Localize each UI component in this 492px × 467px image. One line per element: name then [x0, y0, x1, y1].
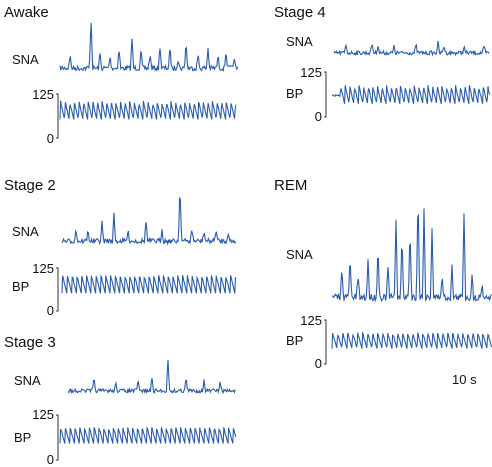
panel-title-awake: Awake	[4, 4, 49, 21]
sna-trace-stage3	[67, 359, 236, 395]
bp-label-stage3: BP	[14, 430, 32, 445]
bp-ytick-top-awake: 125	[32, 87, 54, 102]
bp-ytick-top-stage4: 125	[300, 65, 322, 80]
sna-trace-awake	[59, 22, 239, 73]
panel-title-stage2: Stage 2	[4, 177, 56, 194]
sna-label-awake: SNA	[12, 52, 39, 67]
bp-trace-stage3	[59, 426, 237, 444]
sna-label-rem: SNA	[286, 247, 313, 262]
bp-ytick-top-stage2: 125	[32, 261, 54, 276]
panel-title-stage4: Stage 4	[274, 4, 326, 21]
bp-axis-stage4	[324, 71, 327, 118]
bp-axis-awake	[56, 93, 59, 139]
panel-title-stage3: Stage 3	[4, 334, 56, 351]
sna-trace-stage4	[333, 40, 490, 57]
bp-label-rem: BP	[286, 333, 304, 348]
bp-ytick-bottom-rem: 0	[314, 356, 322, 371]
bp-trace-stage2	[61, 274, 237, 294]
time-scale-label: 10 s	[452, 372, 477, 387]
bp-ytick-bottom-stage4: 0	[314, 109, 322, 124]
bp-ytick-bottom-awake: 0	[46, 131, 54, 146]
bp-trace-awake	[59, 100, 237, 120]
bp-label-stage2: BP	[12, 279, 30, 294]
bp-trace-stage4	[332, 85, 491, 104]
sna-trace-stage2	[61, 197, 237, 246]
bp-ytick-top-rem: 125	[300, 313, 322, 328]
bp-label-stage4: BP	[286, 86, 304, 101]
bp-axis-stage2	[56, 267, 59, 312]
bp-ytick-top-stage3: 125	[32, 407, 54, 422]
panel-title-rem: REM	[274, 177, 308, 194]
sna-label-stage4: SNA	[286, 34, 313, 49]
bp-ytick-bottom-stage3: 0	[46, 452, 54, 467]
bp-ytick-bottom-stage2: 0	[46, 303, 54, 318]
sna-label-stage2: SNA	[12, 224, 39, 239]
bp-axis-rem	[324, 319, 327, 365]
bp-axis-stage3	[56, 414, 59, 461]
sna-label-stage3: SNA	[14, 373, 41, 388]
bp-trace-rem	[331, 331, 492, 349]
sna-trace-rem	[331, 208, 492, 303]
